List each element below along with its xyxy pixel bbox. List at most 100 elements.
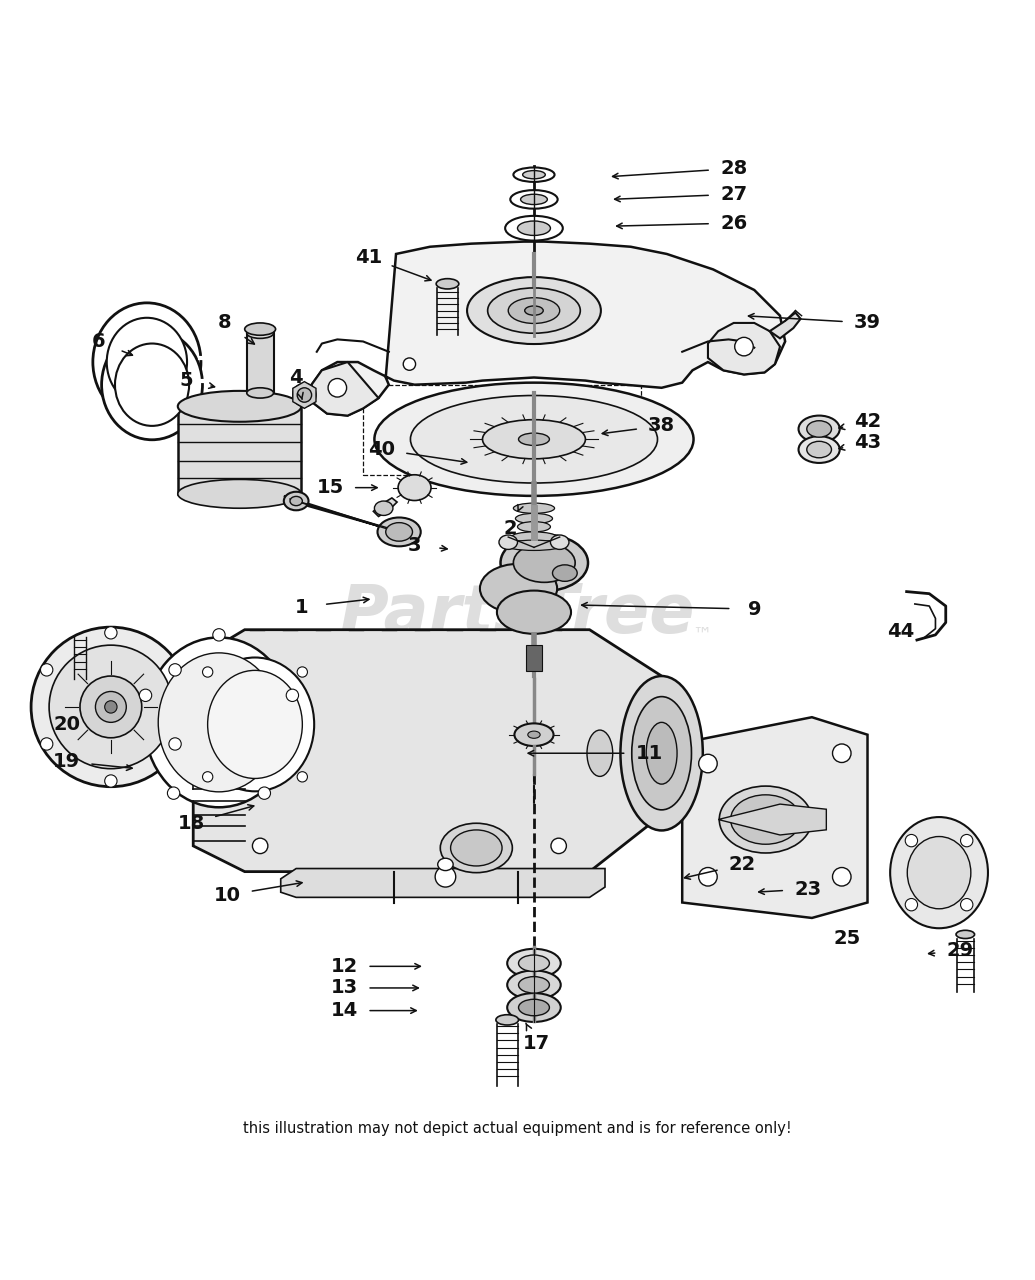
Ellipse shape bbox=[906, 835, 918, 847]
Ellipse shape bbox=[528, 731, 540, 739]
Ellipse shape bbox=[519, 955, 550, 972]
Ellipse shape bbox=[521, 195, 548, 205]
Ellipse shape bbox=[105, 700, 117, 713]
Ellipse shape bbox=[107, 317, 187, 406]
Ellipse shape bbox=[699, 868, 717, 886]
Text: 25: 25 bbox=[833, 929, 860, 948]
Ellipse shape bbox=[101, 330, 203, 440]
Ellipse shape bbox=[496, 1015, 519, 1025]
Text: PartsTree: PartsTree bbox=[339, 581, 696, 648]
Polygon shape bbox=[770, 312, 801, 338]
Ellipse shape bbox=[960, 899, 973, 911]
Ellipse shape bbox=[806, 421, 831, 438]
Bar bbox=[526, 645, 542, 671]
Ellipse shape bbox=[158, 653, 279, 792]
Text: 29: 29 bbox=[947, 941, 974, 960]
Text: 11: 11 bbox=[635, 744, 662, 763]
Polygon shape bbox=[718, 804, 826, 835]
Ellipse shape bbox=[297, 667, 307, 677]
Text: this illustration may not depict actual equipment and is for reference only!: this illustration may not depict actual … bbox=[243, 1121, 792, 1137]
Ellipse shape bbox=[375, 500, 393, 516]
Ellipse shape bbox=[480, 563, 557, 613]
Text: 4: 4 bbox=[290, 367, 303, 387]
Ellipse shape bbox=[40, 663, 53, 676]
Bar bbox=[178, 406, 301, 494]
Text: 2: 2 bbox=[503, 520, 518, 539]
Text: 3: 3 bbox=[408, 536, 421, 554]
Text: 6: 6 bbox=[92, 332, 106, 351]
Ellipse shape bbox=[258, 787, 270, 799]
Polygon shape bbox=[293, 381, 316, 408]
Ellipse shape bbox=[518, 522, 551, 532]
Ellipse shape bbox=[290, 497, 302, 506]
Ellipse shape bbox=[551, 838, 566, 854]
Ellipse shape bbox=[328, 379, 347, 397]
Ellipse shape bbox=[510, 191, 558, 209]
Polygon shape bbox=[708, 323, 780, 375]
Text: 28: 28 bbox=[720, 159, 747, 178]
Ellipse shape bbox=[213, 628, 226, 641]
Ellipse shape bbox=[80, 676, 142, 737]
Text: 18: 18 bbox=[178, 814, 205, 833]
Ellipse shape bbox=[398, 475, 431, 500]
Ellipse shape bbox=[514, 723, 554, 746]
Ellipse shape bbox=[519, 1000, 550, 1016]
Ellipse shape bbox=[482, 420, 586, 458]
Ellipse shape bbox=[246, 388, 273, 398]
Text: 13: 13 bbox=[331, 978, 358, 997]
Text: 15: 15 bbox=[317, 479, 344, 497]
Ellipse shape bbox=[178, 390, 301, 421]
Ellipse shape bbox=[553, 564, 578, 581]
Ellipse shape bbox=[620, 676, 703, 831]
Ellipse shape bbox=[169, 737, 181, 750]
Ellipse shape bbox=[956, 931, 975, 938]
Ellipse shape bbox=[244, 323, 275, 335]
Polygon shape bbox=[312, 362, 379, 416]
Ellipse shape bbox=[168, 787, 180, 799]
Ellipse shape bbox=[411, 396, 657, 483]
Ellipse shape bbox=[960, 835, 973, 847]
Ellipse shape bbox=[169, 663, 181, 676]
Ellipse shape bbox=[284, 492, 308, 511]
Ellipse shape bbox=[31, 627, 190, 787]
Ellipse shape bbox=[799, 436, 839, 463]
Ellipse shape bbox=[551, 535, 569, 549]
Ellipse shape bbox=[203, 667, 213, 677]
Polygon shape bbox=[280, 869, 605, 897]
Ellipse shape bbox=[105, 627, 117, 639]
Ellipse shape bbox=[508, 298, 560, 324]
Polygon shape bbox=[284, 495, 418, 538]
Ellipse shape bbox=[436, 279, 459, 289]
Ellipse shape bbox=[253, 838, 268, 854]
Ellipse shape bbox=[719, 786, 811, 852]
Ellipse shape bbox=[906, 899, 918, 911]
Text: 22: 22 bbox=[729, 855, 756, 874]
Text: 19: 19 bbox=[53, 751, 80, 771]
Ellipse shape bbox=[93, 303, 201, 421]
Ellipse shape bbox=[375, 383, 693, 495]
Polygon shape bbox=[374, 498, 397, 516]
Ellipse shape bbox=[587, 730, 613, 777]
Ellipse shape bbox=[196, 658, 315, 791]
Polygon shape bbox=[682, 717, 867, 918]
Text: 23: 23 bbox=[794, 879, 822, 899]
Polygon shape bbox=[312, 242, 786, 416]
Ellipse shape bbox=[499, 535, 518, 549]
Ellipse shape bbox=[832, 868, 851, 886]
Text: 5: 5 bbox=[179, 371, 193, 390]
Bar bbox=[246, 333, 273, 393]
Ellipse shape bbox=[246, 328, 273, 338]
Text: 40: 40 bbox=[368, 440, 395, 460]
Text: ™: ™ bbox=[692, 626, 712, 644]
Ellipse shape bbox=[519, 977, 550, 993]
Ellipse shape bbox=[525, 306, 543, 315]
Ellipse shape bbox=[378, 517, 421, 547]
Ellipse shape bbox=[515, 513, 553, 524]
Ellipse shape bbox=[467, 278, 601, 344]
Ellipse shape bbox=[507, 948, 561, 978]
Ellipse shape bbox=[178, 480, 301, 508]
Ellipse shape bbox=[631, 696, 691, 810]
Ellipse shape bbox=[95, 691, 126, 722]
Ellipse shape bbox=[487, 288, 581, 333]
Text: 10: 10 bbox=[213, 886, 241, 905]
